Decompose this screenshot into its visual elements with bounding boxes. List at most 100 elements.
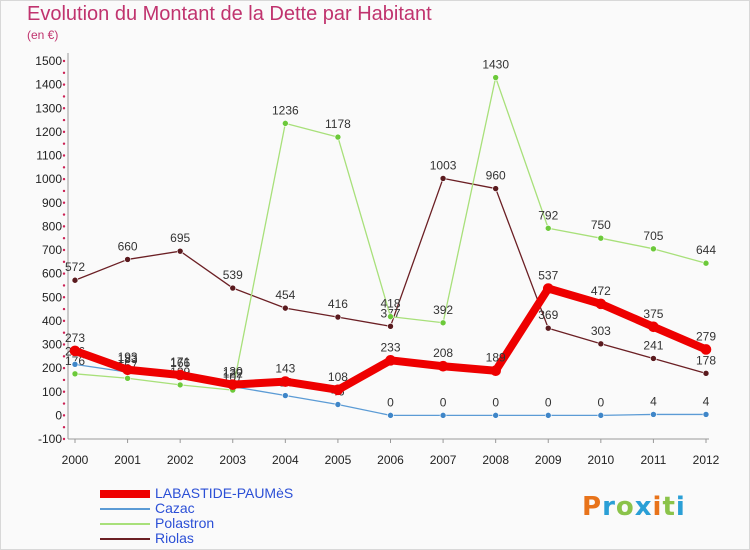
data-label-polastron: 1430 xyxy=(482,58,509,72)
y-tick-label: 0 xyxy=(55,408,62,422)
data-label-labastide-paum-s: 208 xyxy=(433,346,453,360)
data-point-polastron xyxy=(334,133,342,141)
y-minor-tick-mark xyxy=(62,307,66,311)
y-tick-label: 300 xyxy=(42,338,62,352)
y-tick-mark xyxy=(62,130,66,134)
data-point-labastide-paum-s xyxy=(122,364,133,376)
data-label-cazac: 0 xyxy=(440,395,447,409)
data-label-riolas: 303 xyxy=(591,324,611,338)
data-point-polastron xyxy=(387,313,394,320)
data-label-riolas: 1003 xyxy=(430,158,457,172)
y-tick-mark xyxy=(62,83,66,86)
data-label-cazac: 0 xyxy=(545,395,552,409)
legend-item-polastron: Polastron xyxy=(100,515,360,531)
data-label-polastron: 705 xyxy=(643,229,663,243)
y-minor-tick-mark xyxy=(62,284,66,287)
data-label-cazac: 4 xyxy=(650,394,657,408)
data-point-riolas xyxy=(334,313,342,321)
x-tick-label: 2012 xyxy=(693,453,720,467)
data-label-cazac: 122 xyxy=(223,367,243,381)
y-minor-tick-mark xyxy=(62,166,66,169)
data-point-polastron xyxy=(124,374,131,382)
data-point-riolas xyxy=(492,185,499,192)
y-minor-tick-mark xyxy=(62,402,66,405)
data-point-polastron xyxy=(282,120,289,127)
data-point-riolas xyxy=(176,247,184,255)
data-point-riolas xyxy=(229,284,237,292)
x-tick-label: 2005 xyxy=(325,453,352,467)
data-point-polastron xyxy=(597,234,605,242)
data-label-cazac: 4 xyxy=(703,394,710,408)
data-label-riolas: 572 xyxy=(65,260,85,274)
data-label-riolas: 369 xyxy=(538,308,558,322)
y-tick-label: 800 xyxy=(42,219,62,233)
y-tick-label: 500 xyxy=(42,290,62,304)
chart-title: Evolution du Montant de la Dette par Hab… xyxy=(27,3,432,25)
y-tick-label: 1500 xyxy=(35,54,62,68)
y-tick-label: 900 xyxy=(42,196,62,210)
data-label-riolas: 660 xyxy=(118,239,138,253)
data-point-labastide-paum-s xyxy=(280,376,291,387)
y-tick-label: 1400 xyxy=(35,78,62,92)
x-tick-label: 2009 xyxy=(535,453,562,467)
data-point-labastide-paum-s xyxy=(69,345,81,357)
data-point-riolas xyxy=(544,324,552,332)
data-label-labastide-paum-s: 108 xyxy=(328,370,348,384)
y-minor-tick-mark xyxy=(62,213,66,216)
legend-label: LABASTIDE-PAUMèS xyxy=(155,485,294,501)
data-point-riolas xyxy=(71,276,79,284)
data-point-cazac xyxy=(282,392,289,399)
data-label-polastron: 792 xyxy=(538,208,558,222)
data-point-polastron xyxy=(492,74,499,81)
y-minor-tick-mark xyxy=(62,95,66,98)
y-tick-mark xyxy=(62,225,66,228)
y-tick-label: 1200 xyxy=(35,125,62,139)
data-point-riolas xyxy=(282,304,289,312)
y-minor-tick-mark xyxy=(62,71,66,75)
data-point-cazac xyxy=(439,412,447,419)
data-label-labastide-paum-s: 171 xyxy=(170,355,190,369)
y-minor-tick-mark xyxy=(62,260,66,264)
data-point-riolas xyxy=(650,355,657,362)
data-label-polastron: 1236 xyxy=(272,103,299,117)
data-point-cazac xyxy=(492,412,499,419)
x-tick-label: 2004 xyxy=(272,453,299,467)
data-label-cazac: 0 xyxy=(492,395,499,409)
data-label-labastide-paum-s: 537 xyxy=(538,269,558,283)
data-point-cazac xyxy=(597,412,605,419)
proxiti-logo: Proxiti xyxy=(582,492,686,522)
data-label-labastide-paum-s: 472 xyxy=(591,284,611,298)
data-point-labastide-paum-s xyxy=(227,379,239,390)
data-point-cazac xyxy=(650,411,657,418)
y-tick-mark xyxy=(62,343,66,346)
data-point-cazac xyxy=(544,412,552,419)
y-tick-mark xyxy=(62,177,66,181)
data-point-labastide-paum-s xyxy=(490,365,501,377)
x-tick-label: 2008 xyxy=(482,453,509,467)
data-label-polastron: 418 xyxy=(380,297,400,311)
x-tick-label: 2006 xyxy=(377,453,404,467)
data-point-labastide-paum-s xyxy=(385,355,396,366)
y-tick-mark xyxy=(62,59,66,63)
y-minor-tick-mark xyxy=(62,236,66,240)
data-label-polastron: 392 xyxy=(433,303,453,317)
legend: LABASTIDE-PAUMèS Cazac Polastron Riolas xyxy=(100,485,360,546)
chart-unit: (en €) xyxy=(27,28,59,42)
data-point-polastron xyxy=(650,245,657,253)
legend-label: Cazac xyxy=(155,500,195,516)
y-tick-mark xyxy=(62,272,66,275)
y-tick-mark xyxy=(62,248,66,252)
y-tick-label: -100 xyxy=(38,432,62,446)
legend-label: Riolas xyxy=(155,530,194,546)
data-label-labastide-paum-s: 375 xyxy=(643,307,663,321)
y-tick-mark xyxy=(62,201,66,204)
y-tick-mark xyxy=(62,107,66,110)
data-point-cazac xyxy=(334,401,342,408)
data-point-riolas xyxy=(387,323,394,330)
x-tick-label: 2011 xyxy=(641,453,667,467)
data-label-cazac: 166 xyxy=(170,356,190,370)
data-point-labastide-paum-s xyxy=(174,369,186,381)
data-label-riolas: 241 xyxy=(643,338,663,352)
data-label-riolas: 539 xyxy=(223,268,243,282)
